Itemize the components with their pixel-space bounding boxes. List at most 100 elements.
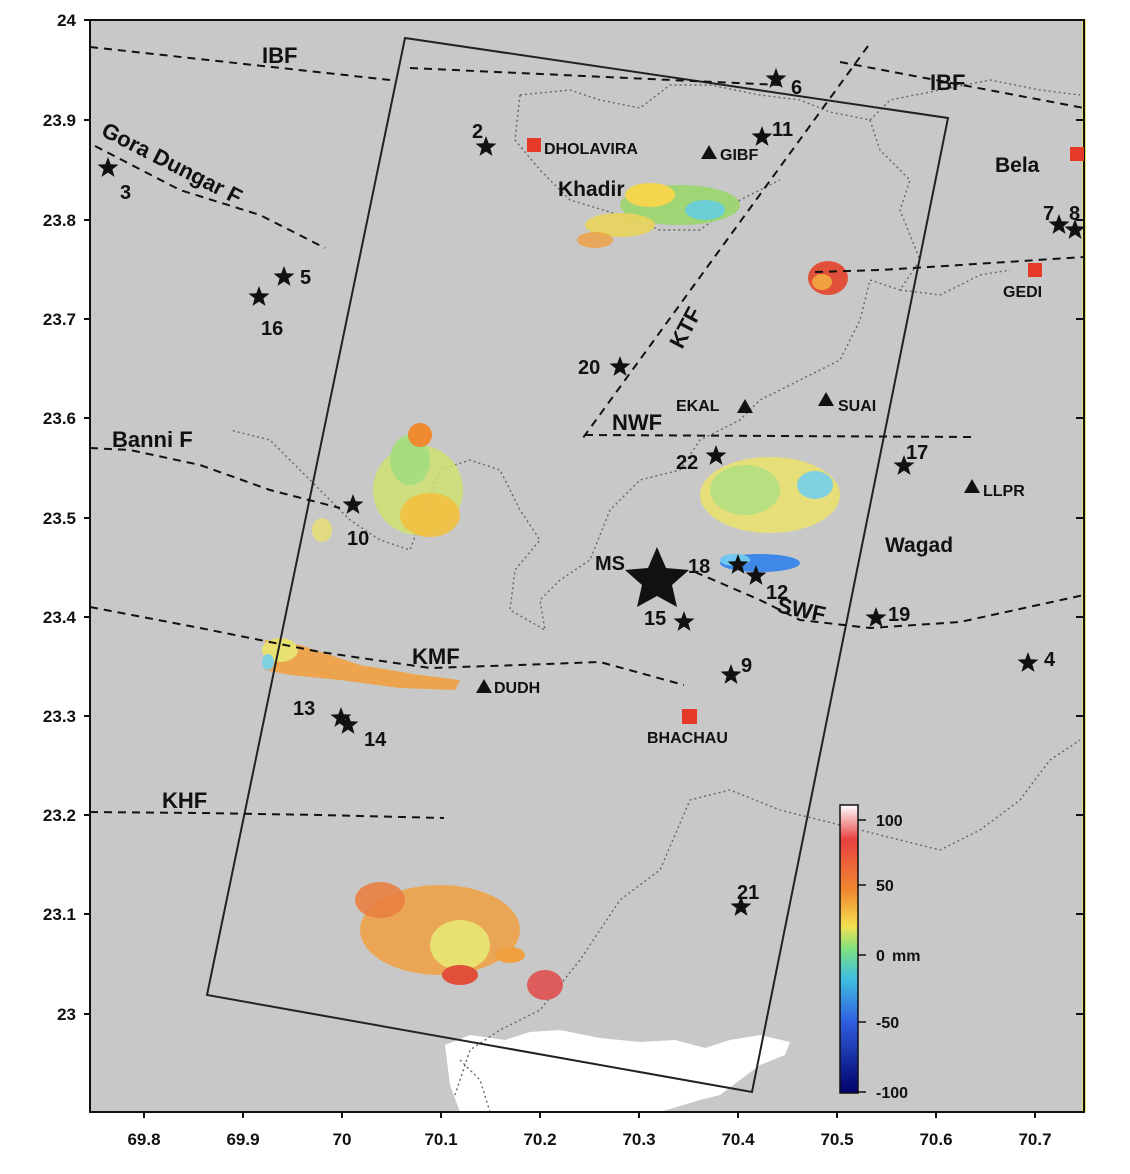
town-label-dholavira: DHOLAVIRA [544, 141, 638, 158]
y-tick-label: 23.9 [43, 111, 76, 130]
earthquake-star-icon [1017, 652, 1039, 672]
station-label-suai: SUAI [838, 398, 876, 415]
town-marker [1070, 147, 1084, 161]
main-shock-star-icon [625, 547, 689, 607]
insar-frame [205, 36, 950, 1094]
town-label-gedi: GEDI [1003, 284, 1042, 301]
earthquake-label: 19 [888, 604, 910, 626]
x-tick-label: 70.5 [820, 1130, 853, 1149]
station-label-dudh: DUDH [494, 680, 540, 697]
dotted-boundary-southwest [459, 1059, 491, 1112]
region-label-khadir: Khadir [558, 178, 625, 201]
fault-label-banni: Banni F [112, 427, 193, 452]
colorbar-tick-label: 0 [876, 948, 885, 965]
station-label-gibf: GIBF [720, 147, 758, 164]
earthquake-star-icon [720, 664, 742, 684]
earthquake-star-icon [337, 714, 359, 734]
earthquake-star-icon [865, 607, 887, 627]
colorbar [839, 804, 859, 1094]
x-tick-label: 70 [333, 1130, 352, 1149]
earthquake-label: 4 [1044, 649, 1056, 671]
earthquake-label: 14 [364, 729, 387, 751]
y-tick-label: 23.5 [43, 509, 76, 528]
y-tick-label: 23.4 [43, 608, 77, 627]
earthquake-star-icon [727, 554, 749, 574]
x-tick-label: 70.4 [721, 1130, 755, 1149]
earthquake-star-icon [248, 286, 270, 306]
earthquake-label: 16 [261, 318, 283, 340]
dotted-boundary-gedi [899, 269, 1011, 296]
x-tick-label: 70.3 [622, 1130, 655, 1149]
region-label-bela: Bela [995, 154, 1040, 177]
y-tick-label: 23.8 [43, 211, 76, 230]
x-tick-label: 70.6 [919, 1130, 952, 1149]
x-tick-label: 69.8 [127, 1130, 160, 1149]
earthquake-star-icon [673, 611, 695, 631]
earthquake-label: 10 [347, 528, 369, 550]
station-marker [476, 679, 492, 693]
earthquake-star-icon [475, 136, 497, 156]
colorbar-ticks [858, 819, 866, 1093]
sea-area [445, 1030, 790, 1112]
map-border [89, 19, 1085, 1113]
fault-label-kmf: KMF [412, 644, 460, 669]
earthquake-star-icon [745, 565, 767, 585]
earthquake-label: 2 [472, 121, 483, 143]
earthquake-star-icon [765, 68, 787, 88]
colorbar-tick-label: -100 [876, 1085, 908, 1102]
town-marker [527, 138, 541, 152]
station-marker [818, 392, 834, 406]
fault-lines [90, 45, 1084, 819]
deformation-patches [262, 183, 848, 1000]
earthquake-label: 18 [688, 556, 710, 578]
y-tick-label: 23.3 [43, 707, 76, 726]
earthquake-star-icon [273, 266, 295, 286]
fault-label-khf: KHF [162, 788, 207, 813]
station-label-ekal: EKAL [676, 398, 720, 415]
earthquake-star-icon [1064, 219, 1086, 239]
earthquake-label: 21 [737, 882, 759, 904]
y-tick-label: 23.6 [43, 409, 76, 428]
earthquake-label: 13 [293, 698, 315, 720]
region-label-wagad: Wagad [885, 534, 953, 557]
earthquake-label: 3 [120, 182, 131, 204]
earthquake-label: 12 [766, 582, 788, 604]
x-axis-labels: 69.8 69.9 70 70.1 70.2 70.3 70.4 70.5 70… [127, 1130, 1051, 1149]
tick-marks [84, 19, 1084, 1118]
colorbar-tick-label: 100 [876, 813, 903, 830]
earthquake-label: 11 [772, 119, 793, 141]
x-tick-label: 69.9 [226, 1130, 259, 1149]
fault-label-nwf: NWF [612, 410, 662, 435]
earthquake-label: 20 [578, 357, 600, 379]
colorbar-tick-label: -50 [876, 1015, 899, 1032]
earthquake-star-icon [330, 707, 352, 727]
earthquake-star-icon [342, 494, 364, 514]
earthquake-star-icon [705, 445, 727, 465]
earthquake-markers: 2 3 4 5 6 7 8 9 10 11 12 13 14 15 16 17 18 19 20 21 22 [97, 68, 1086, 916]
station-marker [964, 479, 980, 493]
earthquake-label: 8 [1069, 203, 1080, 225]
colorbar-tick-label: 50 [876, 878, 894, 895]
earthquake-star-icon [730, 896, 752, 916]
dotted-boundary-south [454, 739, 1081, 1096]
earthquake-label: 5 [300, 267, 311, 289]
earthquake-star-icon [609, 356, 631, 376]
fault-label-ibf-east: IBF [930, 70, 965, 95]
earthquake-label: 22 [676, 452, 698, 474]
town-marker [1028, 263, 1042, 277]
earthquake-star-icon [1048, 214, 1070, 234]
earthquake-label: 7 [1043, 203, 1054, 225]
station-marker [737, 399, 753, 413]
earthquake-star-icon [893, 455, 915, 475]
y-tick-label: 23 [57, 1005, 76, 1024]
x-tick-label: 70.7 [1018, 1130, 1051, 1149]
colorbar-unit-label: mm [892, 948, 920, 965]
y-tick-label: 23.7 [43, 310, 76, 329]
earthquake-star-icon [97, 157, 119, 177]
x-tick-label: 70.2 [523, 1130, 556, 1149]
earthquake-star-icon [751, 126, 773, 146]
fault-label-ibf-west: IBF [262, 43, 297, 68]
earthquake-label: 15 [644, 608, 666, 630]
map-background [90, 20, 1084, 1112]
